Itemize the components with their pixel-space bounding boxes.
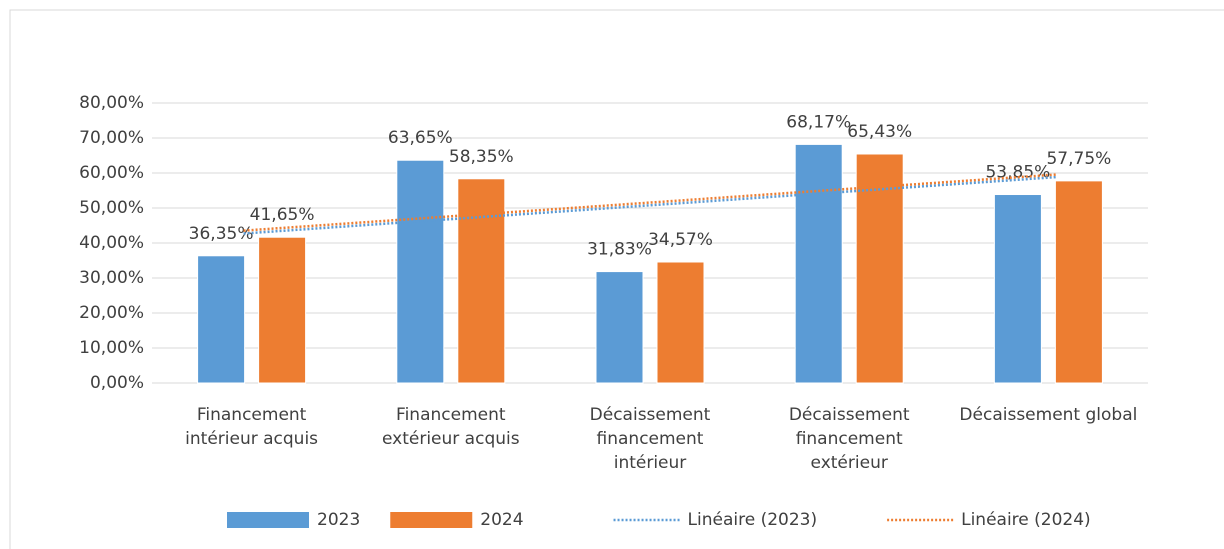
bar: [855, 153, 904, 384]
legend-swatch: [390, 512, 473, 528]
bar: [794, 143, 843, 384]
x-tick-label: Financement extérieur acquis: [382, 405, 520, 449]
data-label: 41,65%: [250, 205, 315, 225]
y-tick-label: 60,00%: [79, 163, 144, 183]
y-tick-label: 10,00%: [79, 338, 144, 358]
bar: [993, 194, 1042, 384]
legend-label: 2023: [317, 510, 360, 530]
y-tick-label: 70,00%: [79, 128, 144, 148]
legend-swatch: [227, 512, 309, 528]
y-tick-label: 40,00%: [79, 233, 144, 253]
data-label: 58,35%: [449, 147, 514, 167]
data-label: 36,35%: [189, 224, 254, 244]
data-label: 57,75%: [1046, 149, 1111, 169]
y-tick-label: 80,00%: [79, 93, 144, 113]
data-label: 68,17%: [786, 112, 851, 132]
x-tick-label: Décaissement financement extérieur: [788, 405, 910, 473]
data-label: 31,83%: [587, 240, 652, 260]
data-label: 34,57%: [648, 230, 713, 250]
bar: [457, 178, 506, 384]
legend-label: Linéaire (2023): [688, 510, 818, 530]
y-tick-label: 30,00%: [79, 268, 144, 288]
legend-label: Linéaire (2024): [961, 510, 1091, 530]
bar: [656, 261, 705, 384]
x-tick-label: Décaissement global: [959, 405, 1138, 425]
data-label: 65,43%: [847, 122, 912, 142]
data-label: 63,65%: [388, 128, 453, 148]
bar: [1054, 180, 1103, 384]
x-tick-label: Décaissement financement intérieur: [589, 405, 711, 473]
legend-label: 2024: [480, 510, 523, 530]
bar: [396, 159, 445, 384]
y-tick-label: 0,00%: [90, 373, 144, 393]
y-tick-label: 50,00%: [79, 198, 144, 218]
x-tick-label: Financement intérieur acquis: [185, 405, 319, 449]
bar: [197, 255, 246, 384]
bar: [595, 271, 644, 384]
y-tick-label: 20,00%: [79, 303, 144, 323]
bar: [258, 236, 307, 384]
